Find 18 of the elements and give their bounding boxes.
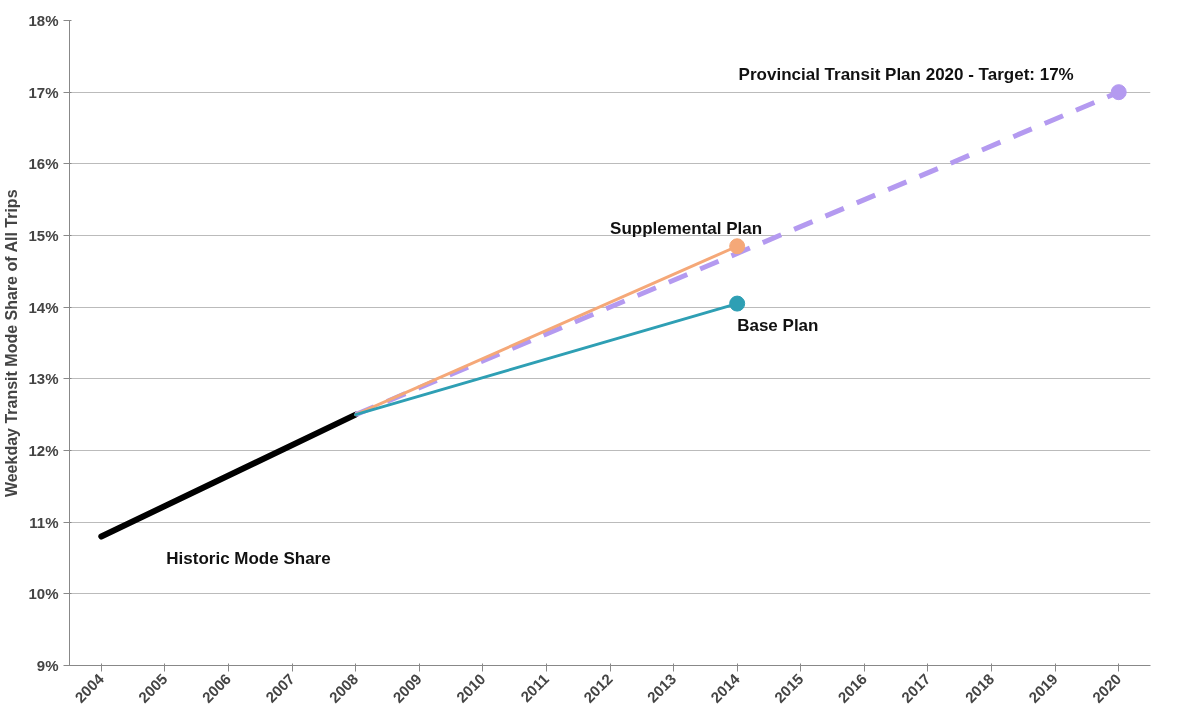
y-tick-label: 11% [29, 513, 59, 531]
series-label: Supplemental Plan [610, 218, 763, 238]
y-tick-label: 10% [28, 585, 59, 603]
series-label: Provincial Transit Plan 2020 - Target: 17% [738, 64, 1074, 84]
y-axis-title: Weekday Transit Mode Share of All Trips [3, 189, 21, 498]
y-tick-label: 9% [36, 657, 59, 674]
y-tick-label: 16% [28, 155, 59, 173]
point [729, 238, 746, 255]
series-label: Base Plan [737, 316, 819, 336]
point [729, 295, 746, 312]
y-tick-label: 13% [28, 370, 59, 388]
point [1110, 84, 1127, 101]
y-tick-label: 17% [28, 83, 59, 101]
y-tick-label: 12% [28, 442, 59, 459]
y-tick-label: 15% [28, 227, 59, 244]
y-tick-label: 14% [28, 298, 59, 316]
text: Historic Mode Share [166, 549, 331, 568]
y-tick-label: 18% [28, 12, 59, 29]
